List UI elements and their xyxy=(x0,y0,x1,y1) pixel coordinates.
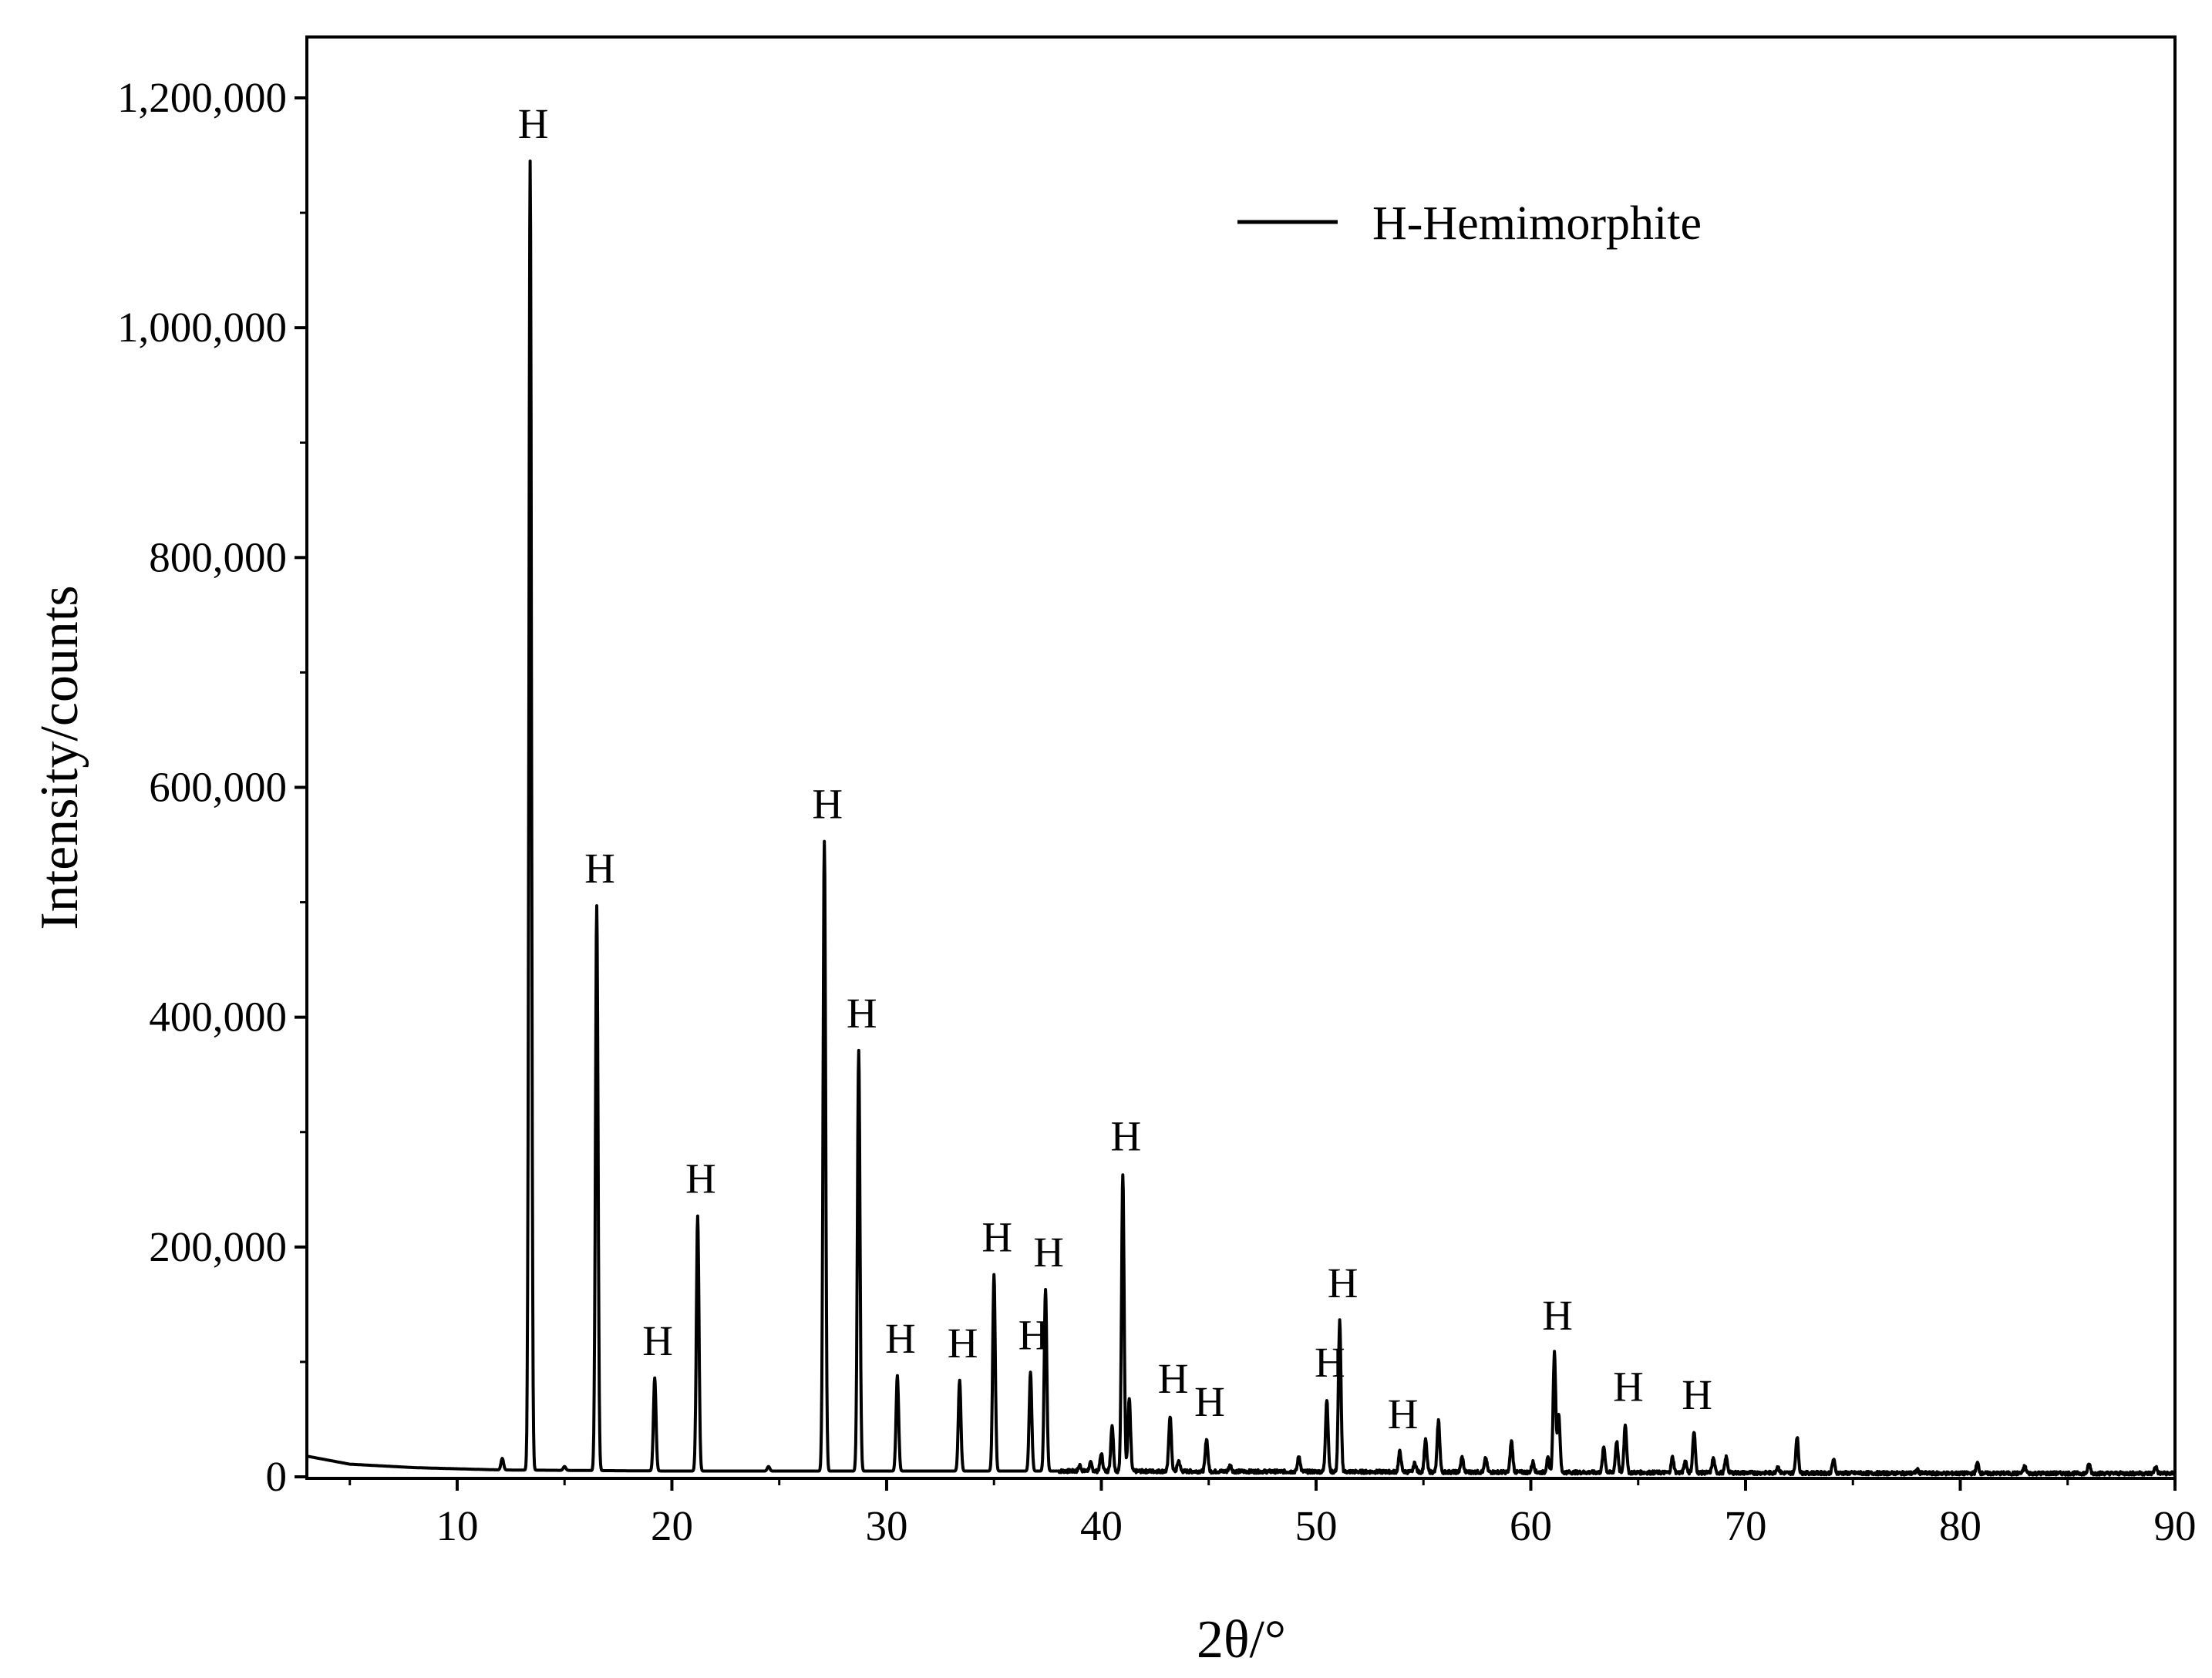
y-tick-label: 600,000 xyxy=(149,764,287,811)
peak-label-h: H xyxy=(812,781,843,828)
x-axis-ticks: 10 20 30 40 50 60 70 80 90 xyxy=(348,1478,2197,1549)
peak-label-h: H xyxy=(1018,1311,1049,1358)
y-tick-label: 1,000,000 xyxy=(117,304,287,351)
peak-label-h: H xyxy=(847,990,877,1037)
peak-label-h: H xyxy=(1542,1292,1573,1339)
peak-label-h: H xyxy=(1033,1229,1064,1276)
legend: H-Hemimorphite xyxy=(1237,197,1702,250)
y-axis-ticks: 0 200,000 400,000 600,000 800,000 1,000,000 1,… xyxy=(117,74,307,1500)
y-tick-label: 400,000 xyxy=(149,994,287,1041)
x-tick-label: 80 xyxy=(1939,1502,1981,1549)
legend-label: H-Hemimorphite xyxy=(1372,197,1702,250)
x-tick-label: 60 xyxy=(1510,1502,1552,1549)
peak-label-h: H xyxy=(584,845,615,892)
y-tick-label: 800,000 xyxy=(149,533,287,580)
peak-label-h: H xyxy=(1158,1355,1189,1402)
peak-label-h: H xyxy=(685,1155,716,1202)
peak-label-h: H xyxy=(1388,1390,1419,1438)
series-line-hemimorphite xyxy=(305,160,2177,1477)
peak-label-h: H xyxy=(1613,1363,1644,1410)
x-tick-label: 90 xyxy=(2154,1502,2197,1549)
peak-label-h: H xyxy=(1194,1378,1225,1425)
peak-label-h: H xyxy=(642,1317,673,1364)
peak-label-h: H xyxy=(885,1315,916,1362)
x-tick-label: 20 xyxy=(651,1502,693,1549)
peak-label-h: H xyxy=(1315,1339,1345,1386)
x-tick-label: 30 xyxy=(865,1502,907,1549)
plot-frame xyxy=(305,35,2177,1480)
x-tick-label: 50 xyxy=(1295,1502,1337,1549)
peak-label-h: H xyxy=(981,1214,1012,1261)
x-tick-label: 10 xyxy=(436,1502,478,1549)
peak-label-h: H xyxy=(948,1320,978,1367)
x-axis-title: 2θ/° xyxy=(1197,1610,1286,1670)
peak-label-h: H xyxy=(518,100,549,147)
y-axis-title: Intensity/counts xyxy=(30,585,89,930)
y-tick-label: 1,200,000 xyxy=(117,74,287,121)
peak-label-h: H xyxy=(1110,1112,1141,1159)
peak-label-h: H xyxy=(1328,1259,1359,1306)
x-tick-label: 40 xyxy=(1080,1502,1123,1549)
x-tick-label: 70 xyxy=(1724,1502,1766,1549)
y-tick-label: 0 xyxy=(266,1453,288,1500)
y-tick-label: 200,000 xyxy=(149,1223,287,1270)
peak-label-h: H xyxy=(1682,1371,1712,1418)
